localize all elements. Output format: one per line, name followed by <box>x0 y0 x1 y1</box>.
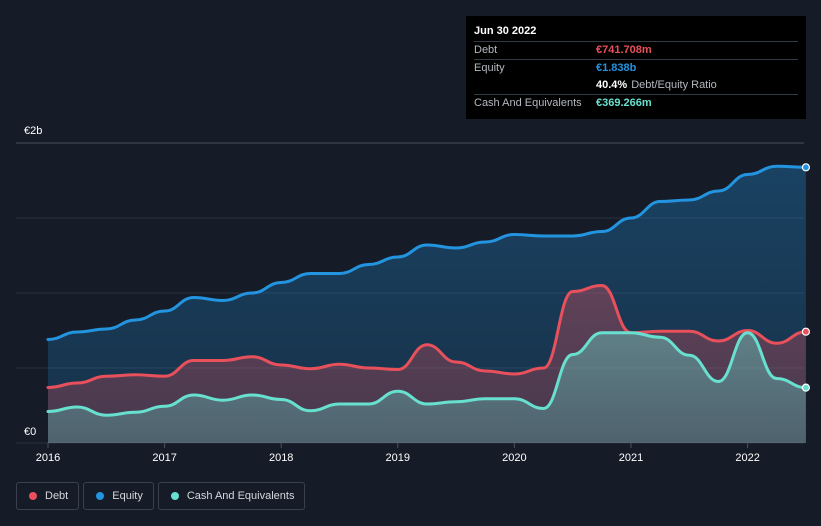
tooltip-equity-value: €1.838b <box>596 62 637 74</box>
tooltip-date: Jun 30 2022 <box>474 25 537 37</box>
tooltip-ratio-value: 40.4% <box>596 79 628 91</box>
equity-end-point <box>801 163 811 172</box>
tooltip-cash-value: €369.266m <box>596 97 652 109</box>
tooltip-ratio-label: Debt/Equity Ratio <box>631 79 717 91</box>
debt-end-point <box>801 327 811 336</box>
x-tick-label: 2019 <box>386 452 410 464</box>
debt-dot-icon <box>29 492 37 500</box>
x-tick-label: 2020 <box>502 452 526 464</box>
legend-equity-label: Equity <box>112 490 143 502</box>
equity-line <box>46 164 808 341</box>
tooltip-ratio-row: 40.4% Debt/Equity Ratio <box>474 77 798 94</box>
x-tick-label: 2017 <box>152 452 176 464</box>
x-tick-label: 2018 <box>269 452 293 464</box>
legend-debt-label: Debt <box>45 490 69 502</box>
x-tick-label: 2021 <box>619 452 643 464</box>
tooltip-cash-row: Cash And Equivalents €369.266m <box>474 94 798 112</box>
y-tick-label: €2b <box>24 125 42 137</box>
cash-line <box>46 331 808 417</box>
tooltip-debt-value: €741.708m <box>596 44 652 56</box>
chart-legend: Debt Equity Cash And Equivalents <box>16 482 306 510</box>
y-tick-label: €0 <box>24 426 36 438</box>
tooltip-debt-label: Debt <box>474 44 498 56</box>
cash-dot-icon <box>170 492 179 500</box>
tooltip-equity-row: Equity €1.838b <box>474 59 798 77</box>
legend-cash-label: Cash And Equivalents <box>186 490 295 502</box>
cash-end-point <box>801 383 811 392</box>
x-tick-label: 2016 <box>36 452 60 464</box>
tooltip-debt-row: Debt €741.708m <box>474 41 798 59</box>
tooltip-cash-label: Cash And Equivalents <box>474 97 582 109</box>
equity-dot-icon <box>96 492 105 500</box>
legend-item-equity[interactable]: Equity <box>83 482 154 510</box>
tooltip-equity-label: Equity <box>474 62 505 74</box>
debt-line <box>46 284 808 389</box>
legend-item-debt[interactable]: Debt <box>16 482 80 510</box>
tooltip-panel: Jun 30 2022 Debt €741.708m Equity €1.838… <box>466 16 806 119</box>
cash-area <box>48 332 806 443</box>
x-tick-label: 2022 <box>735 452 759 464</box>
legend-item-cash[interactable]: Cash And Equivalents <box>157 482 306 510</box>
